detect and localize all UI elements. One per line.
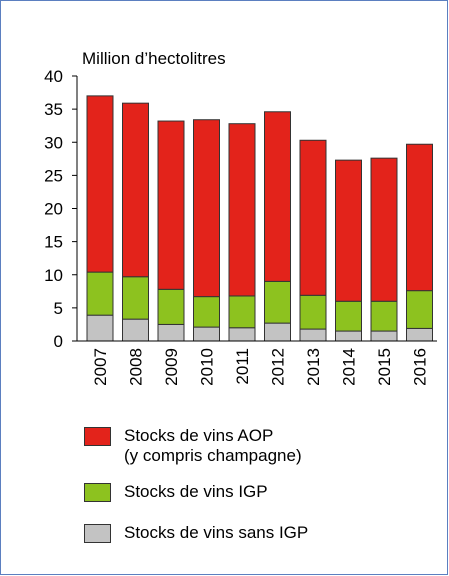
- bar-segment: [86, 95, 114, 273]
- x-tick-label: 2015: [375, 348, 394, 386]
- bar-segment: [299, 328, 327, 342]
- legend-swatch: [84, 427, 111, 446]
- y-tick-label: 15: [44, 233, 63, 252]
- bar-segment: [264, 322, 291, 342]
- bar-segment: [406, 143, 433, 292]
- bar-segment: [299, 294, 327, 330]
- x-tick-label: 2007: [91, 348, 110, 386]
- chart-title: Million d’hectolitres: [82, 49, 226, 68]
- x-tick-label: 2010: [198, 348, 217, 386]
- x-tick-label: 2014: [340, 348, 359, 386]
- bar-segment: [370, 300, 398, 332]
- y-tick-label: 20: [44, 200, 63, 219]
- x-tick-label: 2016: [411, 348, 430, 386]
- legend-swatch: [84, 524, 111, 543]
- bar-segment: [122, 318, 149, 342]
- legend-swatch: [84, 483, 111, 502]
- bar-segment: [370, 330, 398, 342]
- bar-segment: [264, 111, 291, 282]
- bar-segment: [406, 290, 433, 329]
- bar-segment: [335, 159, 362, 302]
- bar-segment: [335, 300, 362, 332]
- bar-segment: [299, 139, 327, 296]
- bar-segment: [406, 327, 433, 342]
- bar-segment: [157, 120, 185, 290]
- y-tick-label: 30: [44, 133, 63, 152]
- x-tick-label: 2012: [269, 348, 288, 386]
- bar-segment: [122, 276, 149, 320]
- legend-label: Stocks de vins sans IGP: [124, 523, 309, 542]
- y-tick-label: 40: [44, 67, 63, 86]
- bar-segment: [264, 280, 291, 324]
- bar-segment: [86, 271, 114, 316]
- x-tick-label: 2009: [162, 348, 181, 386]
- legend-item: Stocks de vins IGP: [84, 482, 268, 502]
- bar-segment: [193, 119, 220, 298]
- bar-segment: [86, 314, 114, 342]
- bar-segment: [122, 102, 149, 278]
- y-tick-label: 0: [54, 332, 63, 351]
- y-tick-label: 25: [44, 166, 63, 185]
- bar-segment: [157, 323, 185, 342]
- bar-segment: [228, 295, 256, 329]
- legend-label: Stocks de vins AOP (y compris champagne): [124, 426, 302, 465]
- bar-segment: [228, 123, 256, 297]
- y-tick-label: 10: [44, 266, 63, 285]
- bar-segment: [157, 288, 185, 325]
- bar-segment: [335, 330, 362, 342]
- y-tick-label: 5: [54, 299, 63, 318]
- bar-segment: [370, 157, 398, 302]
- legend-item: Stocks de vins sans IGP: [84, 523, 308, 543]
- x-tick-label: 2008: [127, 348, 146, 386]
- legend-item: Stocks de vins AOP (y compris champagne): [84, 426, 302, 466]
- legend-label: Stocks de vins IGP: [124, 482, 268, 501]
- x-tick-label: 2011: [233, 348, 252, 385]
- y-tick-label: 35: [44, 100, 63, 119]
- bar-segment: [193, 326, 220, 342]
- bar-segment: [228, 327, 256, 342]
- bar-segment: [193, 296, 220, 328]
- x-tick-label: 2013: [304, 348, 323, 386]
